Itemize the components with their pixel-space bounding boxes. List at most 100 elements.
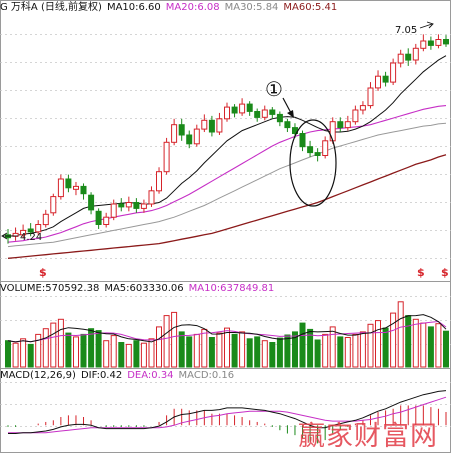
volume-bar-down [95, 330, 102, 368]
volume-bar-up [329, 326, 336, 368]
candle-down [405, 53, 412, 61]
volume-bar-up [375, 320, 381, 368]
candle-down [307, 146, 314, 154]
volume-bar-up [367, 323, 374, 368]
macd-title: MACD(12,26,9) [0, 370, 76, 381]
candle-down [88, 194, 95, 211]
candle-down [95, 210, 102, 226]
volume-bar-down [276, 337, 283, 368]
candle-down [118, 203, 125, 208]
candle-up [390, 62, 397, 83]
volume-bar-up [50, 322, 57, 368]
volume-bar-down [405, 315, 412, 368]
volume-bar-up [261, 340, 268, 368]
volume-panel [5, 301, 449, 368]
dea-value: DEA:0.34 [127, 370, 174, 381]
low-price-label: 4.24 [20, 232, 42, 243]
candle-down [254, 111, 261, 118]
volume-bar-up [201, 328, 208, 368]
candle-down [427, 40, 434, 46]
candle-up [125, 202, 132, 208]
volume-bar-down [307, 328, 314, 368]
candle-down [382, 75, 389, 83]
volume-ma5-line [7, 314, 447, 343]
volume-bar-up [42, 328, 49, 368]
marker-arrow [282, 97, 292, 114]
candle-up [35, 224, 42, 233]
ma60-line [7, 154, 447, 259]
candle-down [284, 121, 291, 129]
volume-ma5-value: MA5:603330.06 [104, 283, 184, 294]
candle-up [193, 128, 200, 145]
volume-bar-down [427, 326, 434, 368]
volume-bar-up [110, 335, 117, 368]
security-title: G 万科A (日线,前复权) [0, 2, 102, 13]
candle-down [276, 113, 283, 123]
volume-bar-up [412, 318, 419, 368]
volume-bar-up [420, 322, 427, 368]
candle-up [42, 213, 49, 226]
candle-up [50, 196, 57, 214]
volume-bar-down [186, 336, 193, 368]
dif-line [8, 390, 447, 434]
candle-up [397, 53, 404, 64]
macd-panel [7, 390, 447, 444]
candle-up [367, 87, 374, 107]
candle-up [57, 178, 64, 198]
volume-bar-down [5, 340, 11, 368]
candle-up [20, 229, 27, 236]
price-panel-header: G 万科A (日线,前复权) MA10:6.60 MA20:6.08 MA30:5.8… [0, 1, 342, 15]
volume-bar-down [269, 342, 276, 368]
ma20-value: MA20:6.08 [165, 2, 220, 13]
volume-bar-up [103, 340, 110, 368]
volume-bar-down [27, 343, 34, 368]
candle-down [65, 178, 72, 189]
candle-down [299, 133, 306, 148]
volume-bar-down [246, 338, 253, 368]
candle-up [201, 119, 208, 130]
dollar-marker-1: $ [39, 266, 47, 279]
marker-arrowhead [287, 110, 294, 118]
candle-up [359, 105, 366, 111]
volume-bar-down [178, 331, 185, 368]
candle-down [314, 152, 321, 157]
candle-down [27, 228, 34, 233]
candle-up [412, 47, 419, 61]
highlight-ellipse [289, 119, 337, 207]
volume-bar-up [57, 318, 64, 368]
volume-bar-up [359, 331, 366, 368]
volume-bar-up [148, 338, 155, 368]
volume-bar-up [344, 337, 351, 368]
volume-ma10-value: MA10:637849.81 [188, 283, 275, 294]
volume-bar-down [133, 340, 140, 368]
volume-bar-down [118, 342, 125, 368]
volume-bar-up [397, 301, 404, 368]
volume-bar-up [125, 343, 132, 368]
candle-up [420, 40, 427, 49]
volume-bar-up [12, 342, 19, 368]
candle-up [322, 140, 329, 157]
volume-ma10-line [7, 320, 447, 343]
volume-bar-down [299, 322, 306, 368]
macd-panel-header: MACD(12,26,9) DIF:0.42 DEA:0.34 MACD:0.16 [0, 369, 239, 383]
dollar-marker-3: $ [441, 266, 449, 279]
low-price-arrowhead [1, 232, 8, 240]
ma30-line [7, 122, 447, 248]
volume-bar-up [163, 315, 170, 368]
volume-bar-down [314, 339, 321, 368]
volume-bar-down [80, 333, 87, 368]
volume-bar-up [193, 333, 200, 368]
volume-bar-down [254, 336, 261, 368]
volume-bar-down [88, 328, 95, 368]
volume-panel-header: VOLUME:570592.38 MA5:603330.06 MA10:637849… [0, 282, 279, 296]
volume-bar-up [390, 312, 397, 368]
candle-up [156, 171, 162, 192]
volume-bar-down [65, 332, 72, 368]
candle-up [344, 121, 351, 129]
candle-down [231, 106, 238, 114]
volume-bar-down [292, 331, 298, 368]
marker-label: ① [265, 77, 283, 101]
candle-down [133, 202, 140, 209]
candle-up [329, 121, 336, 142]
ma30-value: MA30:5.84 [224, 2, 279, 13]
